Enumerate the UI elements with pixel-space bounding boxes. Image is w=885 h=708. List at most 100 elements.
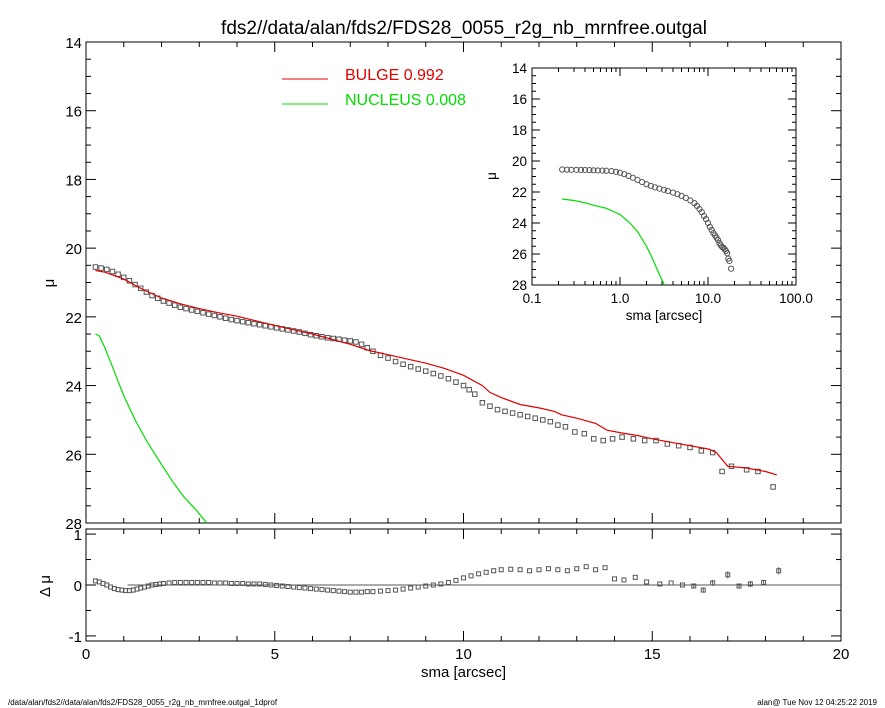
main-data-point: [200, 309, 206, 316]
inset-y-tick-label: 14: [512, 61, 528, 76]
residual-point: [545, 566, 551, 572]
main-data-point: [466, 386, 472, 393]
inset-data-point: [660, 186, 668, 193]
main-data-point: [285, 327, 291, 333]
residual-point: [612, 576, 617, 582]
residual-point: [483, 569, 489, 575]
main-data-point: [423, 368, 429, 374]
residual-point: [296, 585, 302, 591]
residual-y-tick-label: 0: [74, 578, 82, 595]
main-data-point: [392, 358, 399, 365]
inset-x-tick-label: 10.0: [695, 291, 721, 306]
main-data-point: [494, 406, 501, 413]
residual-point: [415, 584, 421, 590]
residual-y-axis-label: Δ μ: [37, 575, 54, 597]
main-data-point: [509, 410, 516, 416]
residual-point: [364, 589, 370, 595]
residual-point: [679, 582, 685, 588]
residual-point: [536, 567, 542, 573]
residual-point: [223, 580, 229, 586]
inset-data-point: [714, 236, 722, 244]
footer-right: alan@ Tue Nov 12 04:25:22 2019: [757, 698, 877, 707]
residual-point: [583, 564, 589, 570]
residual-point: [359, 589, 365, 595]
residual-point: [517, 567, 523, 573]
main-data-point: [109, 268, 116, 275]
main-data-point: [211, 312, 218, 319]
inset-data-point: [573, 166, 580, 173]
main-data-point: [502, 408, 508, 415]
main-data-point: [479, 400, 486, 406]
residual-point: [189, 579, 195, 585]
residual-point: [468, 573, 474, 579]
main-data-point: [228, 316, 235, 323]
residual-point: [308, 586, 314, 592]
inset-data-point: [708, 226, 715, 234]
residual-point: [279, 583, 285, 589]
legend-bulge-label: BULGE 0.992: [345, 67, 444, 84]
residual-point: [377, 588, 383, 594]
residual-point: [668, 580, 674, 586]
main-data-point: [171, 302, 178, 308]
main-y-tick-label: 14: [65, 35, 82, 52]
main-data-point: [540, 417, 546, 423]
residual-point: [257, 581, 263, 587]
main-data-point: [438, 373, 444, 379]
inset-data-point: [590, 167, 597, 174]
residual-point: [508, 566, 514, 572]
main-y-tick-label: 28: [65, 516, 82, 533]
main-data-point: [609, 436, 616, 442]
residual-y-tick-label: 1: [74, 527, 82, 544]
residual-point: [206, 579, 212, 585]
main-data-point: [547, 418, 554, 425]
inset-data-point: [706, 223, 713, 230]
main-data-point: [600, 437, 606, 444]
main-data-point: [92, 264, 99, 270]
inset-chart: 14 16 18 20 22 24 26 280.1 1.0 10.0 100.0 sma [arcs…: [484, 61, 813, 323]
inset-y-tick-label: 26: [512, 247, 527, 262]
main-data-point: [104, 266, 110, 273]
residual-point: [476, 571, 482, 577]
bulge-model-line: [95, 269, 777, 476]
main-y-tick-label: 16: [65, 104, 82, 121]
residual-point: [657, 581, 663, 587]
main-data-point: [137, 285, 144, 292]
main-data-point: [572, 429, 578, 435]
inset-data-point: [651, 184, 659, 191]
residual-point: [555, 567, 561, 573]
residual-point: [177, 579, 183, 585]
residual-point: [632, 574, 638, 580]
residual-point: [564, 568, 570, 574]
residual-point: [217, 580, 223, 586]
inset-y-tick-label: 18: [512, 123, 527, 138]
inset-x-tick-label: 100.0: [779, 291, 813, 306]
residual-point: [336, 588, 342, 594]
main-data-point: [619, 434, 625, 440]
residual-x-tick-label: 10: [455, 646, 472, 663]
residual-point: [527, 568, 533, 574]
residual-point: [330, 588, 336, 594]
main-y-tick-label: 24: [65, 379, 82, 396]
main-data-point: [353, 339, 359, 345]
inset-background-panel: [470, 56, 820, 328]
residual-point: [268, 582, 274, 588]
main-y-tick-label: 26: [65, 447, 82, 464]
inset-data-point: [682, 194, 689, 201]
residual-x-tick-label: 15: [644, 646, 661, 663]
residual-point: [302, 585, 308, 591]
main-data-point: [177, 304, 184, 310]
inset-data-point: [586, 167, 593, 174]
residual-point: [385, 588, 391, 594]
main-data-point: [358, 341, 365, 348]
main-data-point: [472, 391, 478, 397]
main-y-tick-label: 20: [65, 241, 82, 258]
inset-data-point: [608, 167, 615, 175]
main-data-point: [524, 413, 531, 420]
residual-point: [400, 586, 406, 592]
residual-point: [319, 587, 325, 593]
main-data-point: [630, 436, 637, 442]
main-data-point: [698, 448, 705, 454]
main-data-point: [347, 338, 353, 344]
main-data-point: [581, 430, 588, 437]
main-data-point: [307, 331, 314, 338]
